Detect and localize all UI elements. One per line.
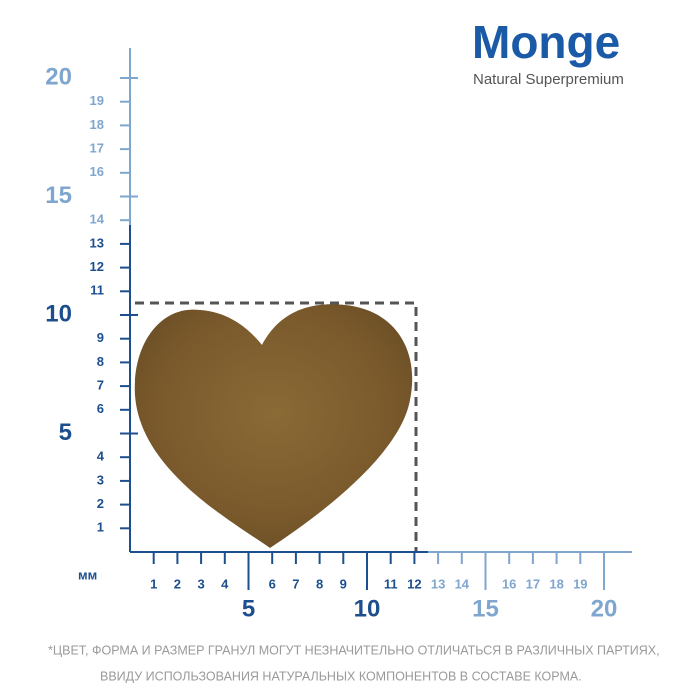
y-minor-label: 1 <box>97 520 104 535</box>
x-minor-label: 11 <box>384 576 398 591</box>
size-box <box>135 301 418 552</box>
y-major-label: 10 <box>45 300 72 327</box>
y-major-label: 5 <box>59 419 72 446</box>
x-minor-label: 13 <box>431 576 445 591</box>
x-major-label: 20 <box>591 595 618 622</box>
y-minor-label: 3 <box>97 472 104 487</box>
y-minor-label: 17 <box>90 141 104 156</box>
x-minor-label: 18 <box>549 576 563 591</box>
unit-label: мм <box>78 567 97 582</box>
x-minor-label: 3 <box>197 576 204 591</box>
x-minor-label: 7 <box>292 576 299 591</box>
x-minor-label: 1 <box>150 576 157 591</box>
y-minor-label: 11 <box>90 283 104 298</box>
y-minor-label: 16 <box>90 164 104 179</box>
y-minor-label: 9 <box>97 330 104 345</box>
logo-brand: Monge <box>472 16 620 68</box>
y-major-label: 20 <box>45 63 72 90</box>
x-minor-label: 4 <box>221 576 229 591</box>
x-minor-label: 9 <box>340 576 347 591</box>
y-minor-label: 2 <box>97 496 104 511</box>
x-major-label: 5 <box>242 595 255 622</box>
x-minor-label: 8 <box>316 576 323 591</box>
y-minor-label: 8 <box>97 354 104 369</box>
y-minor-label: 13 <box>90 235 104 250</box>
x-minor-label: 2 <box>174 576 181 591</box>
y-minor-label: 12 <box>90 259 104 274</box>
y-major-label: 15 <box>45 182 72 209</box>
y-minor-label: 6 <box>97 401 104 416</box>
x-minor-label: 16 <box>502 576 516 591</box>
x-minor-label: 6 <box>269 576 276 591</box>
x-major-label: 15 <box>472 595 499 622</box>
x-major-label: 10 <box>354 595 381 622</box>
x-minor-label: 17 <box>526 576 540 591</box>
kibble-photo <box>134 304 413 548</box>
y-minor-label: 18 <box>90 117 104 132</box>
x-minor-label: 19 <box>573 576 587 591</box>
y-minor-label: 19 <box>90 93 104 108</box>
y-minor-label: 14 <box>90 212 105 227</box>
y-minor-label: 4 <box>97 449 105 464</box>
y-minor-label: 7 <box>97 378 104 393</box>
x-minor-label: 14 <box>455 576 470 591</box>
logo-tagline: Natural Superpremium <box>473 71 624 88</box>
footnote-line: ВВИДУ ИСПОЛЬЗОВАНИЯ НАТУРАЛЬНЫХ КОМПОНЕН… <box>100 669 582 683</box>
footnote-line: *ЦВЕТ, ФОРМА И РАЗМЕР ГРАНУЛ МОГУТ НЕЗНА… <box>48 643 660 657</box>
x-minor-label: 12 <box>407 576 421 591</box>
